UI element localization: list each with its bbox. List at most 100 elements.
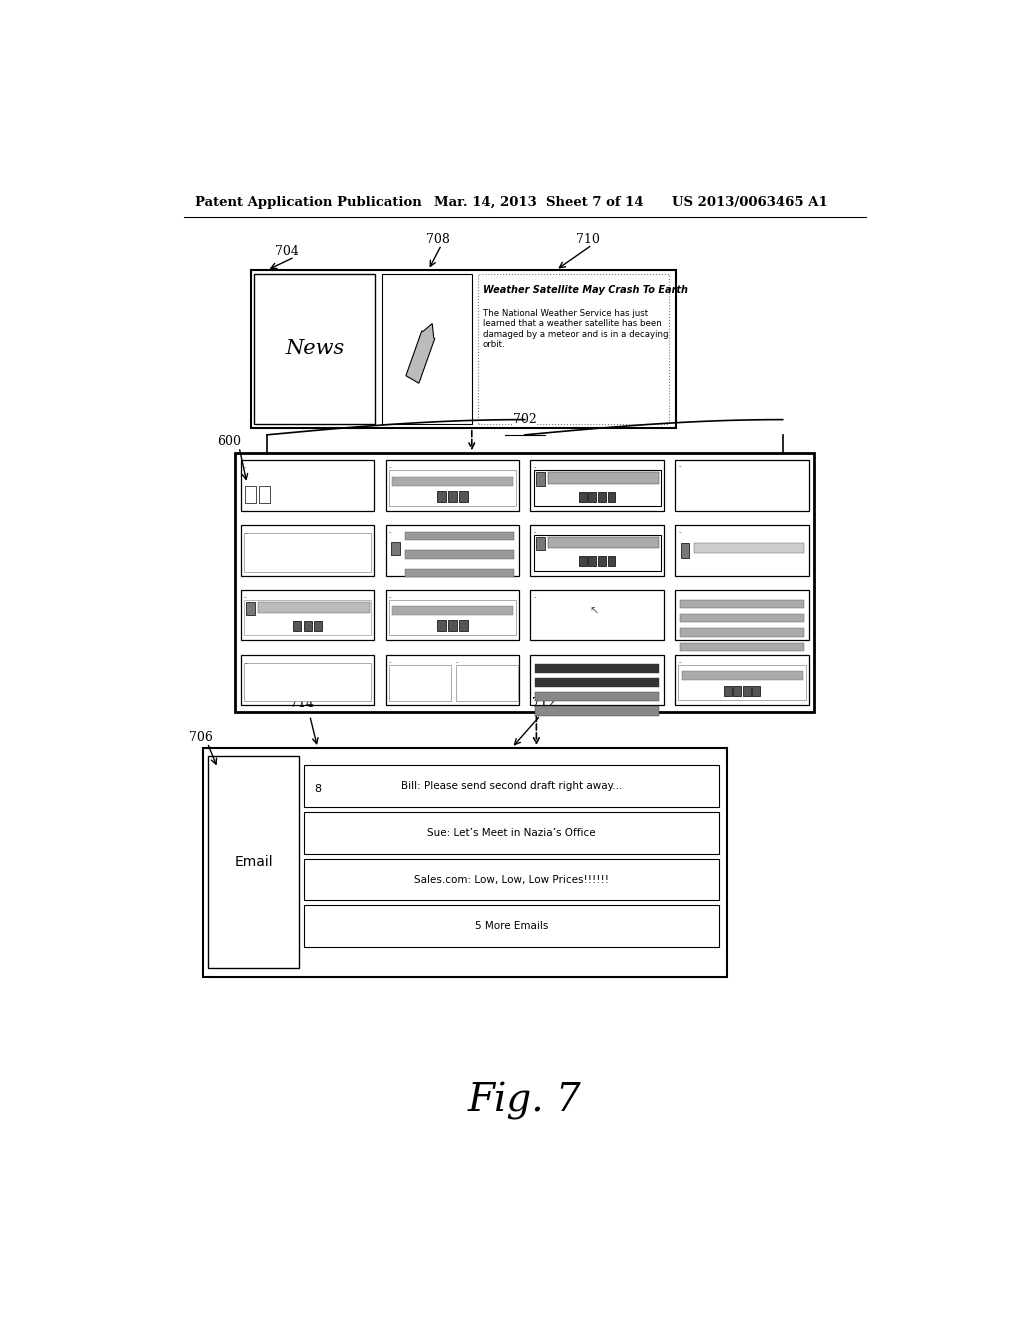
Text: 706: 706 xyxy=(189,731,213,743)
Bar xyxy=(682,671,803,680)
Text: ↖: ↖ xyxy=(589,607,599,618)
Text: -: - xyxy=(456,659,458,665)
Bar xyxy=(306,774,330,804)
Bar xyxy=(241,590,375,640)
Bar xyxy=(694,543,804,553)
Bar xyxy=(530,461,665,511)
FancyArrow shape xyxy=(406,323,435,383)
Text: 708: 708 xyxy=(426,232,450,246)
Bar xyxy=(251,271,676,428)
Bar xyxy=(244,601,372,635)
Bar xyxy=(589,556,596,566)
Text: -: - xyxy=(389,529,391,535)
Bar xyxy=(389,601,516,635)
Bar xyxy=(536,706,659,715)
Bar xyxy=(536,473,545,486)
Text: -: - xyxy=(534,594,536,601)
Text: 712: 712 xyxy=(532,697,556,710)
Bar xyxy=(404,569,514,577)
Bar xyxy=(536,692,659,701)
Bar xyxy=(382,275,472,424)
Bar xyxy=(680,643,804,651)
Bar xyxy=(246,602,255,615)
Bar xyxy=(675,461,809,511)
Text: -: - xyxy=(245,531,247,536)
Bar xyxy=(385,525,519,576)
Text: Sue: Let’s Meet in Nazia’s Office: Sue: Let’s Meet in Nazia’s Office xyxy=(427,828,596,838)
Bar xyxy=(548,537,659,548)
Bar xyxy=(254,275,375,424)
Text: 5 More Emails: 5 More Emails xyxy=(475,921,549,932)
Bar xyxy=(534,470,660,506)
Text: -: - xyxy=(245,660,247,665)
Bar xyxy=(681,543,689,558)
Text: -: - xyxy=(244,594,247,601)
Bar xyxy=(389,470,516,506)
Bar xyxy=(680,628,804,636)
Bar xyxy=(241,525,375,576)
Text: -: - xyxy=(389,594,391,601)
Bar xyxy=(404,532,514,540)
Bar xyxy=(241,461,375,511)
Bar xyxy=(598,556,606,566)
Bar xyxy=(304,812,719,854)
Text: -: - xyxy=(389,659,391,665)
Bar xyxy=(680,601,804,609)
Text: -: - xyxy=(534,465,536,470)
Bar xyxy=(530,525,665,576)
Bar xyxy=(530,655,665,705)
Bar xyxy=(742,686,751,696)
Bar xyxy=(245,487,256,503)
Bar xyxy=(607,556,615,566)
Text: Sales.com: Low, Low, Low Prices!!!!!!: Sales.com: Low, Low, Low Prices!!!!!! xyxy=(414,875,609,884)
Bar xyxy=(598,491,606,502)
Text: 8: 8 xyxy=(314,784,322,793)
Text: 710: 710 xyxy=(577,232,600,246)
Bar xyxy=(241,655,375,705)
Bar xyxy=(536,537,545,550)
Text: Mar. 14, 2013  Sheet 7 of 14: Mar. 14, 2013 Sheet 7 of 14 xyxy=(433,195,643,209)
Text: 702: 702 xyxy=(513,413,537,425)
Bar xyxy=(259,487,270,503)
Text: News: News xyxy=(285,339,344,359)
Bar xyxy=(579,491,587,502)
Bar xyxy=(404,550,514,558)
Bar xyxy=(607,491,615,502)
Text: -: - xyxy=(244,465,247,470)
Text: Email: Email xyxy=(234,855,273,870)
Text: -: - xyxy=(678,659,681,665)
Bar xyxy=(534,535,660,570)
Bar xyxy=(733,686,741,696)
Bar xyxy=(258,602,370,614)
Bar xyxy=(449,620,457,631)
Bar xyxy=(385,655,519,705)
Text: Bill: Please send second draft right away...: Bill: Please send second draft right awa… xyxy=(401,781,623,791)
Bar xyxy=(244,663,372,701)
Bar xyxy=(392,606,513,615)
Text: 714: 714 xyxy=(290,697,313,710)
Bar xyxy=(314,622,322,631)
Bar xyxy=(208,756,299,969)
Bar xyxy=(675,525,809,576)
Bar xyxy=(724,686,732,696)
Bar xyxy=(204,748,727,977)
Bar xyxy=(437,620,445,631)
Bar xyxy=(753,686,760,696)
Bar xyxy=(244,533,372,572)
Bar xyxy=(675,655,809,705)
Bar xyxy=(459,491,468,502)
Text: -: - xyxy=(679,463,682,470)
Bar xyxy=(579,556,587,566)
Bar xyxy=(680,614,804,623)
Bar xyxy=(536,664,659,673)
Bar xyxy=(389,665,451,701)
Bar xyxy=(236,453,814,713)
Bar xyxy=(678,665,806,700)
Text: 704: 704 xyxy=(274,246,299,257)
Text: -: - xyxy=(534,529,536,535)
Bar xyxy=(548,473,659,483)
Bar xyxy=(385,461,519,511)
Bar xyxy=(304,859,719,900)
Bar xyxy=(385,590,519,640)
Text: -: - xyxy=(389,465,391,470)
